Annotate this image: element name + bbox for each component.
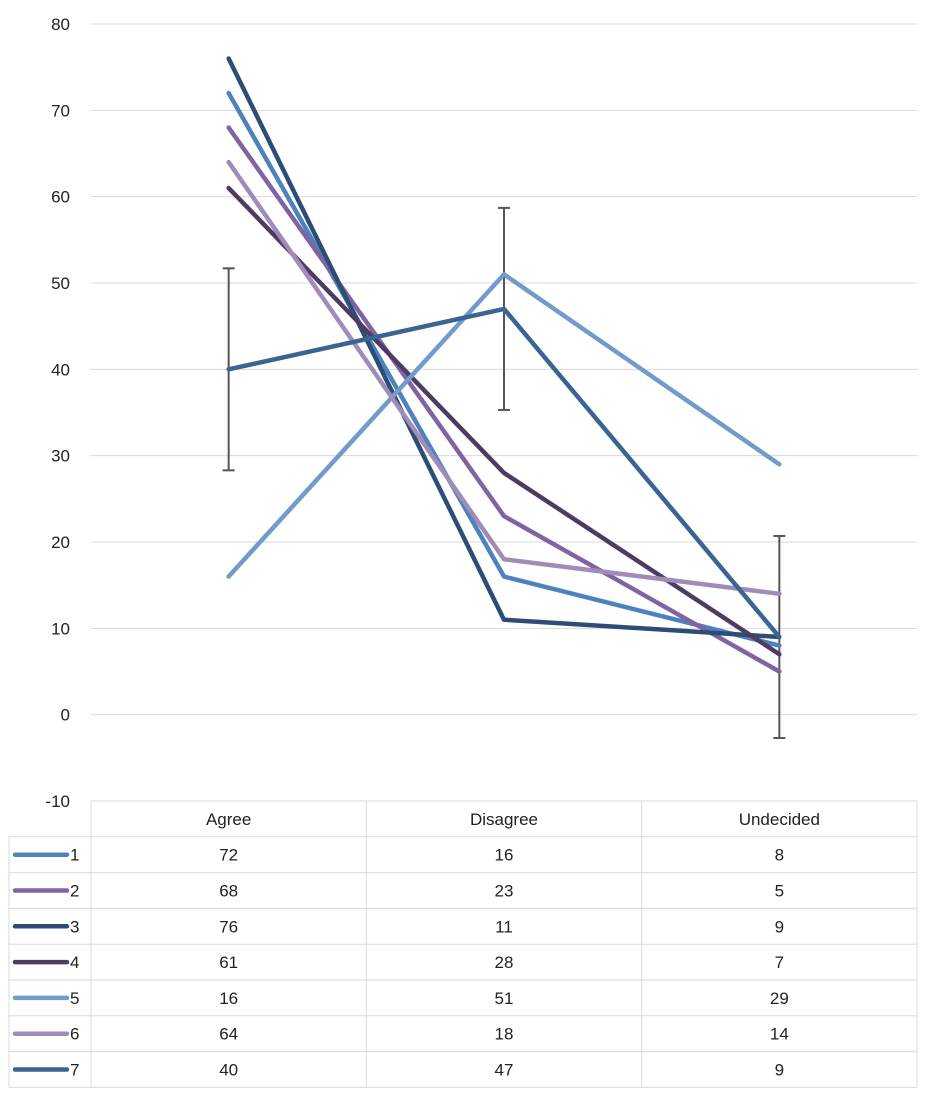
data-value: 28: [495, 953, 514, 972]
data-value: 61: [219, 953, 238, 972]
legend-label: 4: [70, 953, 79, 972]
legend-label: 7: [70, 1061, 79, 1080]
data-value: 23: [495, 882, 514, 901]
data-value: 5: [775, 882, 784, 901]
y-tick-label: 50: [51, 274, 70, 293]
category-label: Undecided: [739, 810, 820, 829]
data-value: 7: [775, 953, 784, 972]
y-tick-label: 10: [51, 619, 70, 638]
data-value: 76: [219, 917, 238, 936]
y-tick-label: 40: [51, 360, 70, 379]
data-value: 40: [219, 1061, 238, 1080]
category-label: Disagree: [470, 810, 538, 829]
data-value: 16: [495, 846, 514, 865]
legend-label: 6: [70, 1025, 79, 1044]
data-value: 11: [495, 917, 513, 936]
data-value: 14: [770, 1025, 789, 1044]
data-value: 16: [219, 989, 238, 1008]
y-tick-label: 0: [61, 706, 70, 725]
y-tick-label: 30: [51, 447, 70, 466]
series-line-5: [226, 272, 782, 579]
legend-label: 1: [70, 846, 79, 865]
series-line-3: [226, 56, 782, 640]
y-tick-label: 60: [51, 188, 70, 207]
data-value: 64: [219, 1025, 238, 1044]
y-tick-label: 80: [51, 15, 70, 34]
series-line-2: [226, 125, 782, 674]
data-value: 18: [495, 1025, 514, 1044]
category-label: Agree: [206, 810, 251, 829]
data-value: 29: [770, 989, 789, 1008]
data-value: 47: [495, 1061, 514, 1080]
y-axis-tick-labels: 80 70 60 50 40 30 20 10 0 -10: [45, 15, 70, 811]
legend-label: 2: [70, 882, 79, 901]
data-value: 72: [219, 846, 238, 865]
data-value: 8: [775, 846, 784, 865]
series-line-6: [226, 159, 782, 597]
series-lines: [226, 56, 782, 674]
y-tick-label: -10: [45, 792, 70, 811]
y-tick-label: 20: [51, 533, 70, 552]
legend-label: 5: [70, 989, 79, 1008]
series-line-7: [226, 306, 782, 640]
legend-label: 3: [70, 917, 79, 936]
data-value: 51: [495, 989, 514, 1008]
data-value: 68: [219, 882, 238, 901]
data-value: 9: [775, 1061, 784, 1080]
y-tick-label: 70: [51, 101, 70, 120]
series-line-4: [226, 185, 782, 657]
data-value: 9: [775, 917, 784, 936]
